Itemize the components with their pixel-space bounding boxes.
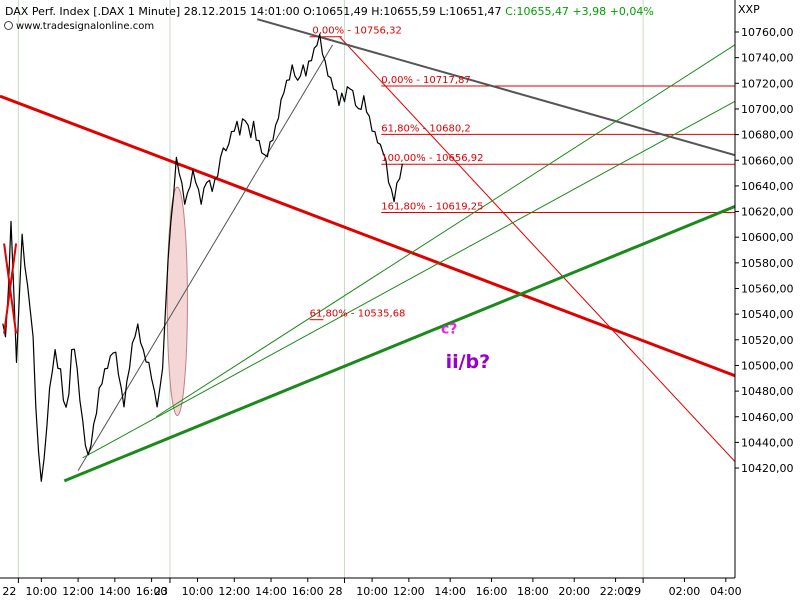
datetime-label: 28.12.2015 14:01:00 [183, 5, 300, 18]
x-tick-label: 10:00 [356, 585, 388, 598]
x-tick-label: 02:00 [669, 585, 701, 598]
x-tick-label: 14:00 [434, 585, 466, 598]
y-tick-label: 10600,00 [741, 231, 794, 244]
y-tick-label: 10640,00 [741, 180, 794, 193]
annotation-label: 0,00% - 10756,32 [312, 26, 401, 37]
annotation-label: 161,80% - 10619,25 [381, 202, 483, 213]
x-tick-label: 16:00 [136, 585, 168, 598]
x-day-label: 28 [329, 585, 343, 598]
y-tick-label: 10680,00 [741, 129, 794, 142]
x-day-label: 22 [2, 585, 16, 598]
annotation-label: ii/b? [446, 351, 491, 373]
x-tick-label: 16:00 [292, 585, 324, 598]
y-tick-label: 10720,00 [741, 77, 794, 90]
trend-line-green_thick-4 [63, 205, 735, 483]
y-tick-label: 10660,00 [741, 154, 794, 167]
annotation-label: 61,80% - 10680,2 [381, 123, 470, 134]
copyright-icon [4, 21, 13, 30]
instrument-name: DAX Perf. Index [.DAX [5, 5, 125, 18]
annotation-label: 0,00% - 10717,87 [381, 75, 470, 86]
plot-content: 0,00% - 10756,32 0,00% - 10717,87 61,80% -… [0, 18, 735, 483]
x-tick-label: 04:00 [710, 585, 742, 598]
x-tick-label: 12:00 [393, 585, 425, 598]
x-tick-label: 16:00 [476, 585, 508, 598]
y-tick-label: 10760,00 [741, 26, 794, 39]
trend-line-gray_thin-3 [77, 44, 334, 471]
trend-line-red_thin-1 [339, 36, 735, 462]
x-day-label: 23 [154, 585, 168, 598]
high-value: H:10655,59 [371, 5, 436, 18]
currency-label: XXP [738, 3, 760, 16]
x-tick-label: 18:00 [517, 585, 549, 598]
price-series-line [2, 33, 403, 482]
trend-line-green_thin-5 [82, 100, 735, 459]
y-tick-label: 10620,00 [741, 206, 794, 219]
source-link[interactable]: www.tradesignalonline.com [4, 21, 154, 32]
x-tick-label: 12:00 [62, 585, 94, 598]
trend-line-green_thin-6 [155, 44, 735, 418]
open-value: O:10651,49 [303, 5, 368, 18]
y-tick-label: 10560,00 [741, 283, 794, 296]
x-tick-label: 10:00 [25, 585, 57, 598]
y-tick-label: 10700,00 [741, 103, 794, 116]
trend-line-gray_line-2 [256, 18, 735, 157]
annotation-label: c? [441, 321, 457, 337]
annotation-label: 100,00% - 10656,92 [381, 153, 483, 164]
x-tick-label: 10:00 [182, 585, 214, 598]
chart-header: DAX Perf. Index [.DAX 1 Minute] 28.12.20… [5, 5, 654, 18]
trend-line-red_thick-0 [0, 94, 735, 378]
x-day-label: 29 [627, 585, 641, 598]
x-tick-label: 12:00 [218, 585, 250, 598]
x-tick-label: 14:00 [99, 585, 131, 598]
x-tick-label: 14:00 [255, 585, 287, 598]
y-tick-label: 10540,00 [741, 308, 794, 321]
x-tick-label: 20:00 [558, 585, 590, 598]
y-tick-label: 10520,00 [741, 334, 794, 347]
close-value: C:10655,47 +3,98 +0,04% [505, 5, 654, 18]
plot-background [0, 0, 735, 578]
y-tick-label: 10740,00 [741, 52, 794, 65]
annotation-label: 61,80% - 10535,68 [310, 309, 406, 320]
y-tick-label: 10440,00 [741, 436, 794, 449]
y-tick-label: 10580,00 [741, 257, 794, 270]
y-tick-label: 10420,00 [741, 462, 794, 475]
y-tick-label: 10480,00 [741, 385, 794, 398]
red-x-marker-b [3, 243, 18, 334]
x-tick-label: 22:00 [600, 585, 632, 598]
interval-label: 1 Minute] [127, 5, 181, 18]
gridlines [17, 0, 644, 578]
source-url: www.tradesignalonline.com [16, 21, 155, 32]
highlight-ellipse [166, 186, 188, 416]
low-value: L:10651,47 [439, 5, 502, 18]
y-tick-label: 10500,00 [741, 359, 794, 372]
y-tick-label: 10460,00 [741, 411, 794, 424]
